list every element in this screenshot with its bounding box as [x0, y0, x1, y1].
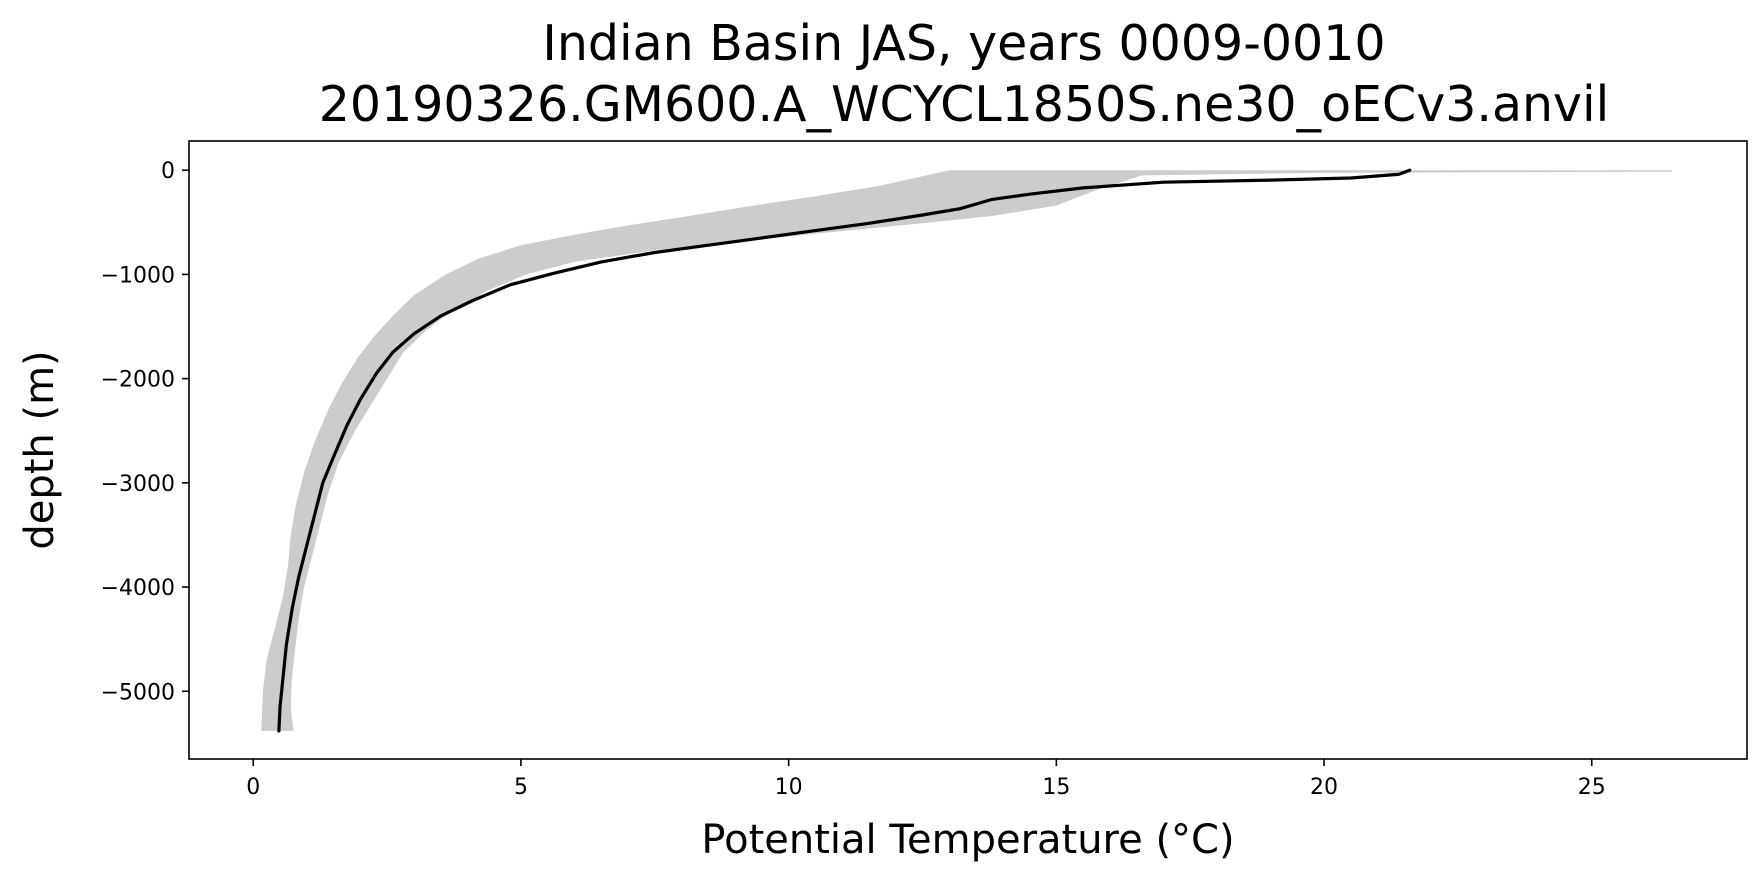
mean-line-layer — [277, 168, 1412, 733]
y-tick-label: −4000 — [101, 576, 175, 601]
x-axis: 0 5 10 15 20 25 — [246, 759, 1606, 800]
y-tick-label: −1000 — [101, 263, 175, 288]
y-axis-label: depth (m) — [17, 350, 63, 549]
y-tick-label: 0 — [161, 159, 175, 184]
x-axis-label: Potential Temperature (°C) — [701, 817, 1234, 863]
range-band — [261, 170, 1672, 731]
y-tick-label: −3000 — [101, 472, 175, 497]
x-tick-label: 15 — [1042, 775, 1070, 800]
x-tick-label: 0 — [246, 775, 260, 800]
x-tick-label: 10 — [775, 775, 803, 800]
chart-subtitle: 20190326.GM600.A_WCYCL1850S.ne30_oECv3.a… — [319, 76, 1610, 133]
chart-title: Indian Basin JAS, years 0009-0010 — [542, 15, 1385, 72]
x-tick-label: 25 — [1578, 775, 1606, 800]
y-axis: 0 −1000 −2000 −3000 −4000 −5000 — [101, 159, 189, 705]
x-tick-label: 5 — [514, 775, 528, 800]
range-band-layer — [261, 170, 1672, 731]
plot-frame — [188, 140, 1748, 760]
y-tick-label: −5000 — [101, 680, 175, 705]
mean-profile-line — [277, 168, 1412, 733]
x-tick-label: 20 — [1310, 775, 1338, 800]
y-tick-label: −2000 — [101, 368, 175, 393]
